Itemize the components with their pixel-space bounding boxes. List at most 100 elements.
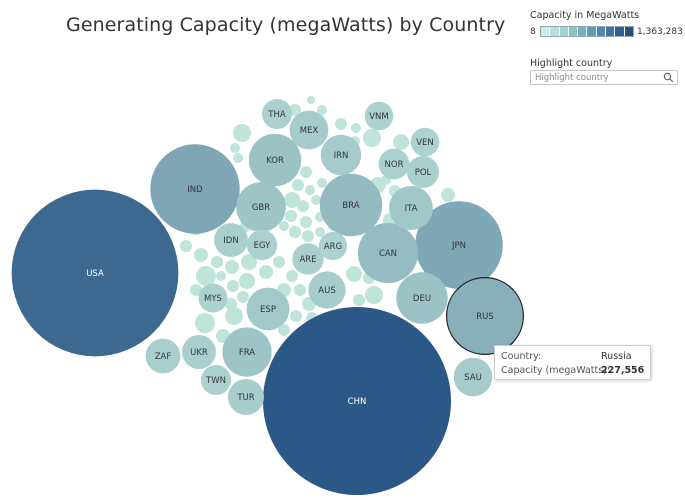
small-country-bubble[interactable]	[278, 324, 290, 336]
small-country-bubble[interactable]	[239, 273, 255, 289]
small-country-bubble[interactable]	[180, 240, 192, 252]
small-country-bubble[interactable]	[307, 96, 315, 104]
color-legend-ramp	[540, 26, 634, 37]
small-country-bubble[interactable]	[294, 284, 306, 296]
small-country-bubble[interactable]	[353, 294, 365, 306]
bubble-nor[interactable]	[378, 148, 410, 180]
small-country-bubble[interactable]	[279, 221, 289, 231]
highlight-input[interactable]	[535, 71, 659, 84]
bubble-rus[interactable]	[446, 277, 525, 356]
small-country-bubble[interactable]	[290, 310, 302, 322]
bubble-gbr[interactable]	[236, 182, 286, 232]
small-country-bubble[interactable]	[225, 307, 243, 325]
bubble-irn[interactable]	[320, 134, 362, 176]
small-country-bubble[interactable]	[273, 256, 285, 268]
small-country-bubble[interactable]	[259, 265, 273, 279]
bubble-jpn[interactable]	[415, 201, 503, 289]
small-country-bubble[interactable]	[286, 270, 298, 282]
bubble-label-ind: IND	[187, 185, 203, 195]
bubble-deu[interactable]	[396, 272, 448, 324]
bubble-egy[interactable]	[246, 229, 278, 261]
bubble-aus[interactable]	[308, 271, 346, 309]
small-country-bubble[interactable]	[300, 216, 312, 228]
highlight-title: Highlight country	[530, 58, 613, 69]
bubble-label-fra: FRA	[239, 348, 255, 358]
legend-swatch	[587, 27, 597, 36]
bubble-sau[interactable]	[453, 357, 493, 397]
small-country-bubble[interactable]	[393, 134, 409, 150]
bubble-vnm[interactable]	[364, 101, 394, 131]
bubble-label-twn: TWN	[205, 376, 226, 386]
bubble-bra[interactable]	[319, 173, 383, 237]
legend-swatch	[559, 27, 569, 36]
small-country-bubble[interactable]	[190, 284, 202, 296]
tooltip-country-value: Russia	[601, 351, 632, 362]
small-country-bubble[interactable]	[315, 227, 325, 237]
highlight-box[interactable]	[530, 70, 678, 85]
small-country-bubble[interactable]	[233, 153, 243, 163]
chart-title: Generating Capacity (megaWatts) by Count…	[66, 14, 506, 36]
bubble-usa[interactable]	[11, 189, 179, 357]
small-country-bubble[interactable]	[292, 179, 304, 191]
tooltip-country-key: Country:	[501, 351, 542, 362]
small-country-bubble[interactable]	[289, 104, 301, 116]
small-country-bubble[interactable]	[317, 178, 327, 188]
small-country-bubble[interactable]	[194, 248, 208, 262]
small-country-bubble[interactable]	[311, 195, 321, 205]
bubble-ita[interactable]	[389, 186, 433, 230]
bubble-chn[interactable]	[263, 307, 451, 495]
small-country-bubble[interactable]	[227, 280, 239, 292]
bubble-can[interactable]	[357, 222, 419, 284]
small-country-bubble[interactable]	[239, 130, 249, 140]
small-country-bubble[interactable]	[211, 256, 223, 268]
small-country-bubble[interactable]	[305, 185, 315, 195]
small-country-bubble[interactable]	[363, 129, 381, 147]
bubble-twn[interactable]	[201, 365, 231, 395]
small-country-bubble[interactable]	[284, 192, 300, 208]
small-country-bubble[interactable]	[297, 200, 309, 212]
small-country-bubble[interactable]	[335, 118, 347, 130]
tooltip: Country: Russia Capacity (megaWatts): 22…	[494, 345, 651, 380]
bubble-label-tur: TUR	[236, 393, 254, 403]
bubble-idn[interactable]	[214, 223, 248, 257]
small-country-bubble[interactable]	[365, 286, 383, 304]
bubble-label-kor: KOR	[266, 156, 284, 166]
bubble-label-arg: ARG	[324, 242, 342, 252]
small-country-bubble[interactable]	[351, 123, 361, 133]
small-country-bubble[interactable]	[196, 266, 216, 286]
bubble-ind[interactable]	[150, 144, 240, 234]
small-country-bubble[interactable]	[289, 226, 301, 238]
legend-swatch	[568, 27, 579, 36]
bubble-mys[interactable]	[198, 283, 228, 313]
small-country-bubble[interactable]	[300, 166, 312, 178]
legend-title: Capacity in MegaWatts	[530, 10, 640, 21]
bubble-fra[interactable]	[222, 327, 272, 377]
bubble-are[interactable]	[292, 243, 324, 275]
small-country-bubble[interactable]	[237, 291, 249, 303]
legend-max-label: 1,363,283	[637, 27, 683, 37]
bubble-ukr[interactable]	[182, 335, 216, 369]
search-icon[interactable]	[663, 72, 674, 83]
legend-min-label: 8	[530, 27, 536, 37]
bubble-ven[interactable]	[410, 127, 440, 157]
bubble-arg[interactable]	[318, 231, 348, 261]
small-country-bubble[interactable]	[317, 105, 327, 115]
small-country-bubble[interactable]	[285, 210, 297, 222]
bubble-tur[interactable]	[228, 379, 264, 415]
small-country-bubble[interactable]	[230, 143, 240, 153]
legend-swatch	[596, 27, 607, 36]
small-country-bubble[interactable]	[441, 188, 455, 202]
small-country-bubble[interactable]	[195, 313, 215, 333]
small-country-bubble[interactable]	[346, 266, 362, 282]
bubble-kor[interactable]	[248, 133, 302, 187]
bubble-mex[interactable]	[289, 110, 329, 150]
bubble-esp[interactable]	[246, 287, 290, 331]
bubble-label-idn: IDN	[223, 236, 238, 246]
small-country-bubble[interactable]	[302, 230, 314, 242]
bubble-tha[interactable]	[262, 99, 292, 129]
bubble-zaf[interactable]	[145, 338, 181, 374]
small-country-bubble[interactable]	[216, 271, 226, 281]
small-country-bubble[interactable]	[225, 260, 239, 274]
small-country-bubble[interactable]	[241, 254, 257, 270]
bubble-pol[interactable]	[407, 156, 439, 188]
